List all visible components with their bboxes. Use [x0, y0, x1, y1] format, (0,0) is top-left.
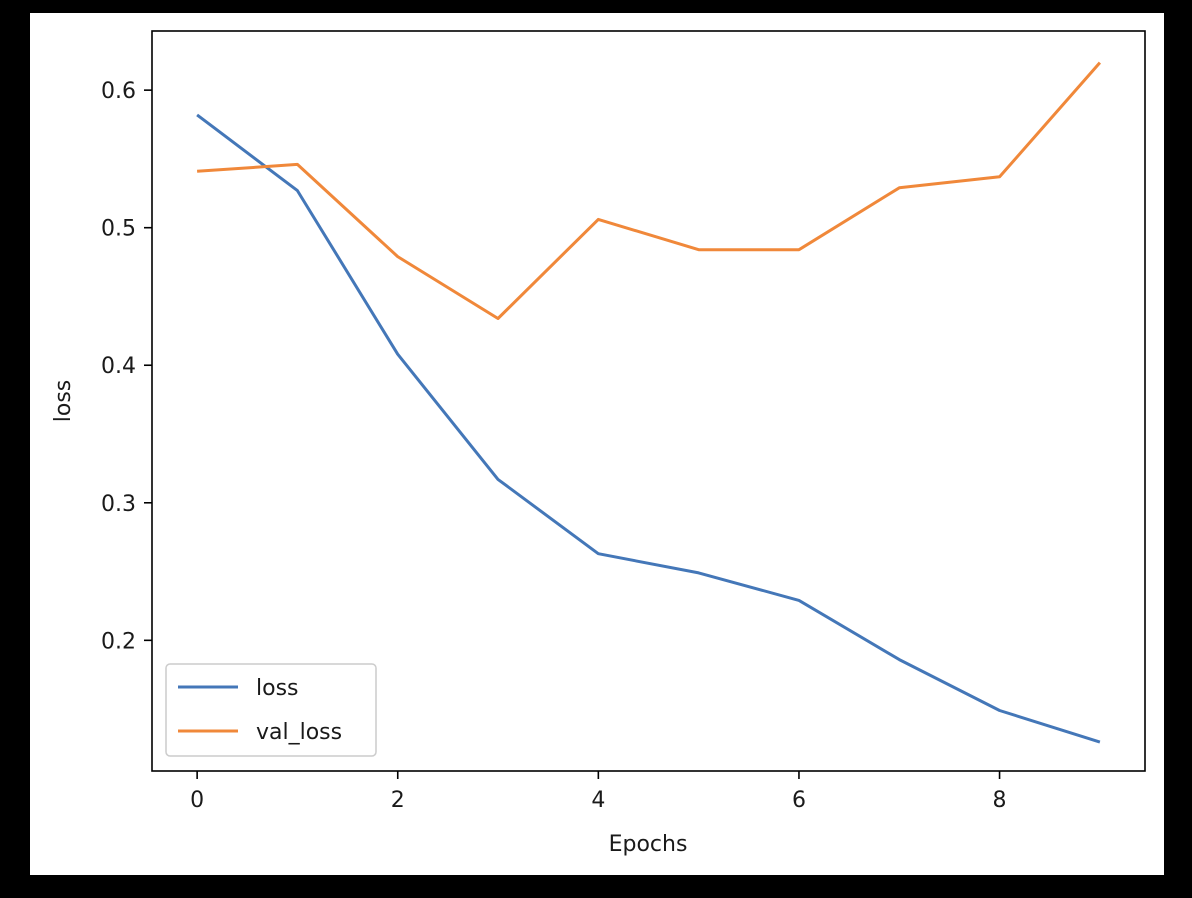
x-tick-label-2: 2	[391, 788, 405, 813]
x-tick-label-8: 8	[993, 788, 1007, 813]
series-line-loss	[196, 113, 1101, 744]
y-tick-label-0.5: 0.5	[101, 217, 136, 242]
x-tick-label-6: 6	[792, 788, 806, 813]
y-tick-label-0.6: 0.6	[101, 79, 136, 104]
x-axis-ticks: 0 2 4 6 8	[190, 771, 1007, 813]
y-tick-label-0.2: 0.2	[101, 629, 136, 654]
legend-label-loss: loss	[256, 676, 299, 701]
plot-area	[151, 30, 1146, 772]
legend-label-val-loss: val_loss	[256, 720, 342, 745]
series-layer	[196, 61, 1102, 744]
figure: 0 2 4 6 8 0.2 0.3 0.4 0.5 0.6 Epochs loss loss v…	[30, 13, 1164, 875]
y-axis-ticks: 0.2 0.3 0.4 0.5 0.6	[101, 79, 152, 654]
x-axis-label: Epochs	[609, 832, 688, 857]
x-tick-label-4: 4	[591, 788, 605, 813]
x-tick-label-0: 0	[190, 788, 204, 813]
y-axis-label: loss	[51, 380, 76, 423]
legend: loss val_loss	[165, 663, 377, 757]
series-line-val-loss	[196, 61, 1102, 320]
y-tick-label-0.3: 0.3	[101, 492, 136, 517]
y-tick-label-0.4: 0.4	[101, 354, 136, 379]
axes-frame	[151, 30, 1146, 772]
loss-chart: 0 2 4 6 8 0.2 0.3 0.4 0.5 0.6 Epochs loss loss v…	[51, 30, 1146, 857]
